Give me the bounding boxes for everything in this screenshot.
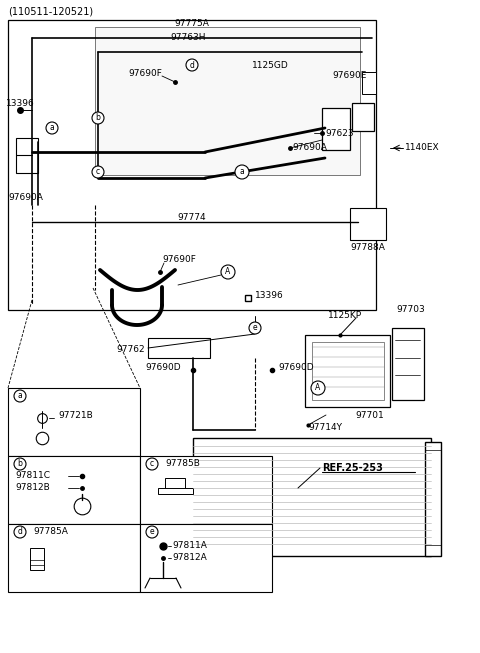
Bar: [8, 456, 140, 524]
Bar: [425, 442, 441, 556]
Bar: [8, 388, 140, 456]
Text: 97812A: 97812A: [172, 554, 207, 562]
Bar: [16, 138, 38, 173]
Bar: [362, 72, 376, 94]
Text: d: d: [190, 61, 194, 69]
Bar: [350, 208, 386, 240]
Text: 97785B: 97785B: [165, 460, 200, 468]
Text: 97690A: 97690A: [8, 193, 43, 202]
Circle shape: [14, 458, 26, 470]
Text: a: a: [240, 168, 244, 176]
Text: 97788A: 97788A: [350, 244, 385, 253]
Text: d: d: [18, 528, 23, 537]
Text: 97690F: 97690F: [128, 69, 162, 78]
Text: 97774: 97774: [178, 214, 206, 223]
Text: REF.25-253: REF.25-253: [322, 463, 383, 473]
Circle shape: [235, 165, 249, 179]
Text: 97775A: 97775A: [175, 20, 209, 29]
Circle shape: [14, 526, 26, 538]
Bar: [312, 342, 384, 400]
Circle shape: [249, 322, 261, 334]
Bar: [8, 20, 376, 310]
Text: 97690D: 97690D: [278, 364, 313, 372]
Text: 97690A: 97690A: [292, 144, 327, 153]
Bar: [30, 548, 44, 570]
Text: A: A: [226, 268, 230, 276]
Bar: [140, 456, 272, 524]
Circle shape: [92, 112, 104, 124]
Text: b: b: [96, 114, 100, 123]
Bar: [352, 103, 374, 131]
Circle shape: [186, 59, 198, 71]
Circle shape: [46, 122, 58, 134]
Text: 97721B: 97721B: [58, 411, 93, 421]
Text: 1125GD: 1125GD: [252, 61, 289, 71]
Text: c: c: [150, 460, 154, 468]
Text: 1125KP: 1125KP: [328, 311, 362, 321]
Circle shape: [92, 166, 104, 178]
Circle shape: [146, 458, 158, 470]
Text: 97785A: 97785A: [33, 528, 68, 537]
Circle shape: [221, 265, 235, 279]
Bar: [140, 524, 272, 592]
Text: a: a: [49, 123, 54, 133]
Text: e: e: [150, 528, 154, 537]
Circle shape: [146, 526, 158, 538]
Bar: [8, 524, 140, 592]
Bar: [322, 108, 350, 150]
Circle shape: [311, 381, 325, 395]
Bar: [305, 335, 390, 407]
Text: (110511-120521): (110511-120521): [8, 7, 93, 17]
Text: b: b: [18, 460, 23, 468]
Text: 97811C: 97811C: [15, 471, 50, 481]
Text: 97763H: 97763H: [170, 33, 206, 42]
Text: 97714Y: 97714Y: [308, 424, 342, 432]
Text: 97690F: 97690F: [162, 255, 196, 264]
Text: 97703: 97703: [396, 306, 425, 315]
Text: 1140EX: 1140EX: [405, 144, 440, 153]
Text: c: c: [96, 168, 100, 176]
Text: 97701: 97701: [355, 411, 384, 419]
Bar: [392, 328, 424, 400]
Text: 97811A: 97811A: [172, 541, 207, 550]
Text: 97623: 97623: [325, 129, 354, 138]
Text: 13396: 13396: [6, 99, 35, 108]
Text: e: e: [252, 323, 257, 332]
Text: 97812B: 97812B: [15, 483, 50, 492]
Text: 97762: 97762: [116, 345, 144, 355]
Bar: [158, 488, 193, 494]
Text: 97690D: 97690D: [145, 364, 180, 372]
Bar: [193, 438, 431, 556]
Text: a: a: [18, 392, 23, 400]
Text: A: A: [315, 383, 321, 392]
Bar: [95, 27, 360, 175]
Bar: [148, 338, 210, 358]
Bar: [165, 478, 185, 490]
Text: 13396: 13396: [255, 291, 284, 300]
Text: 97690E: 97690E: [332, 71, 366, 80]
Circle shape: [14, 390, 26, 402]
